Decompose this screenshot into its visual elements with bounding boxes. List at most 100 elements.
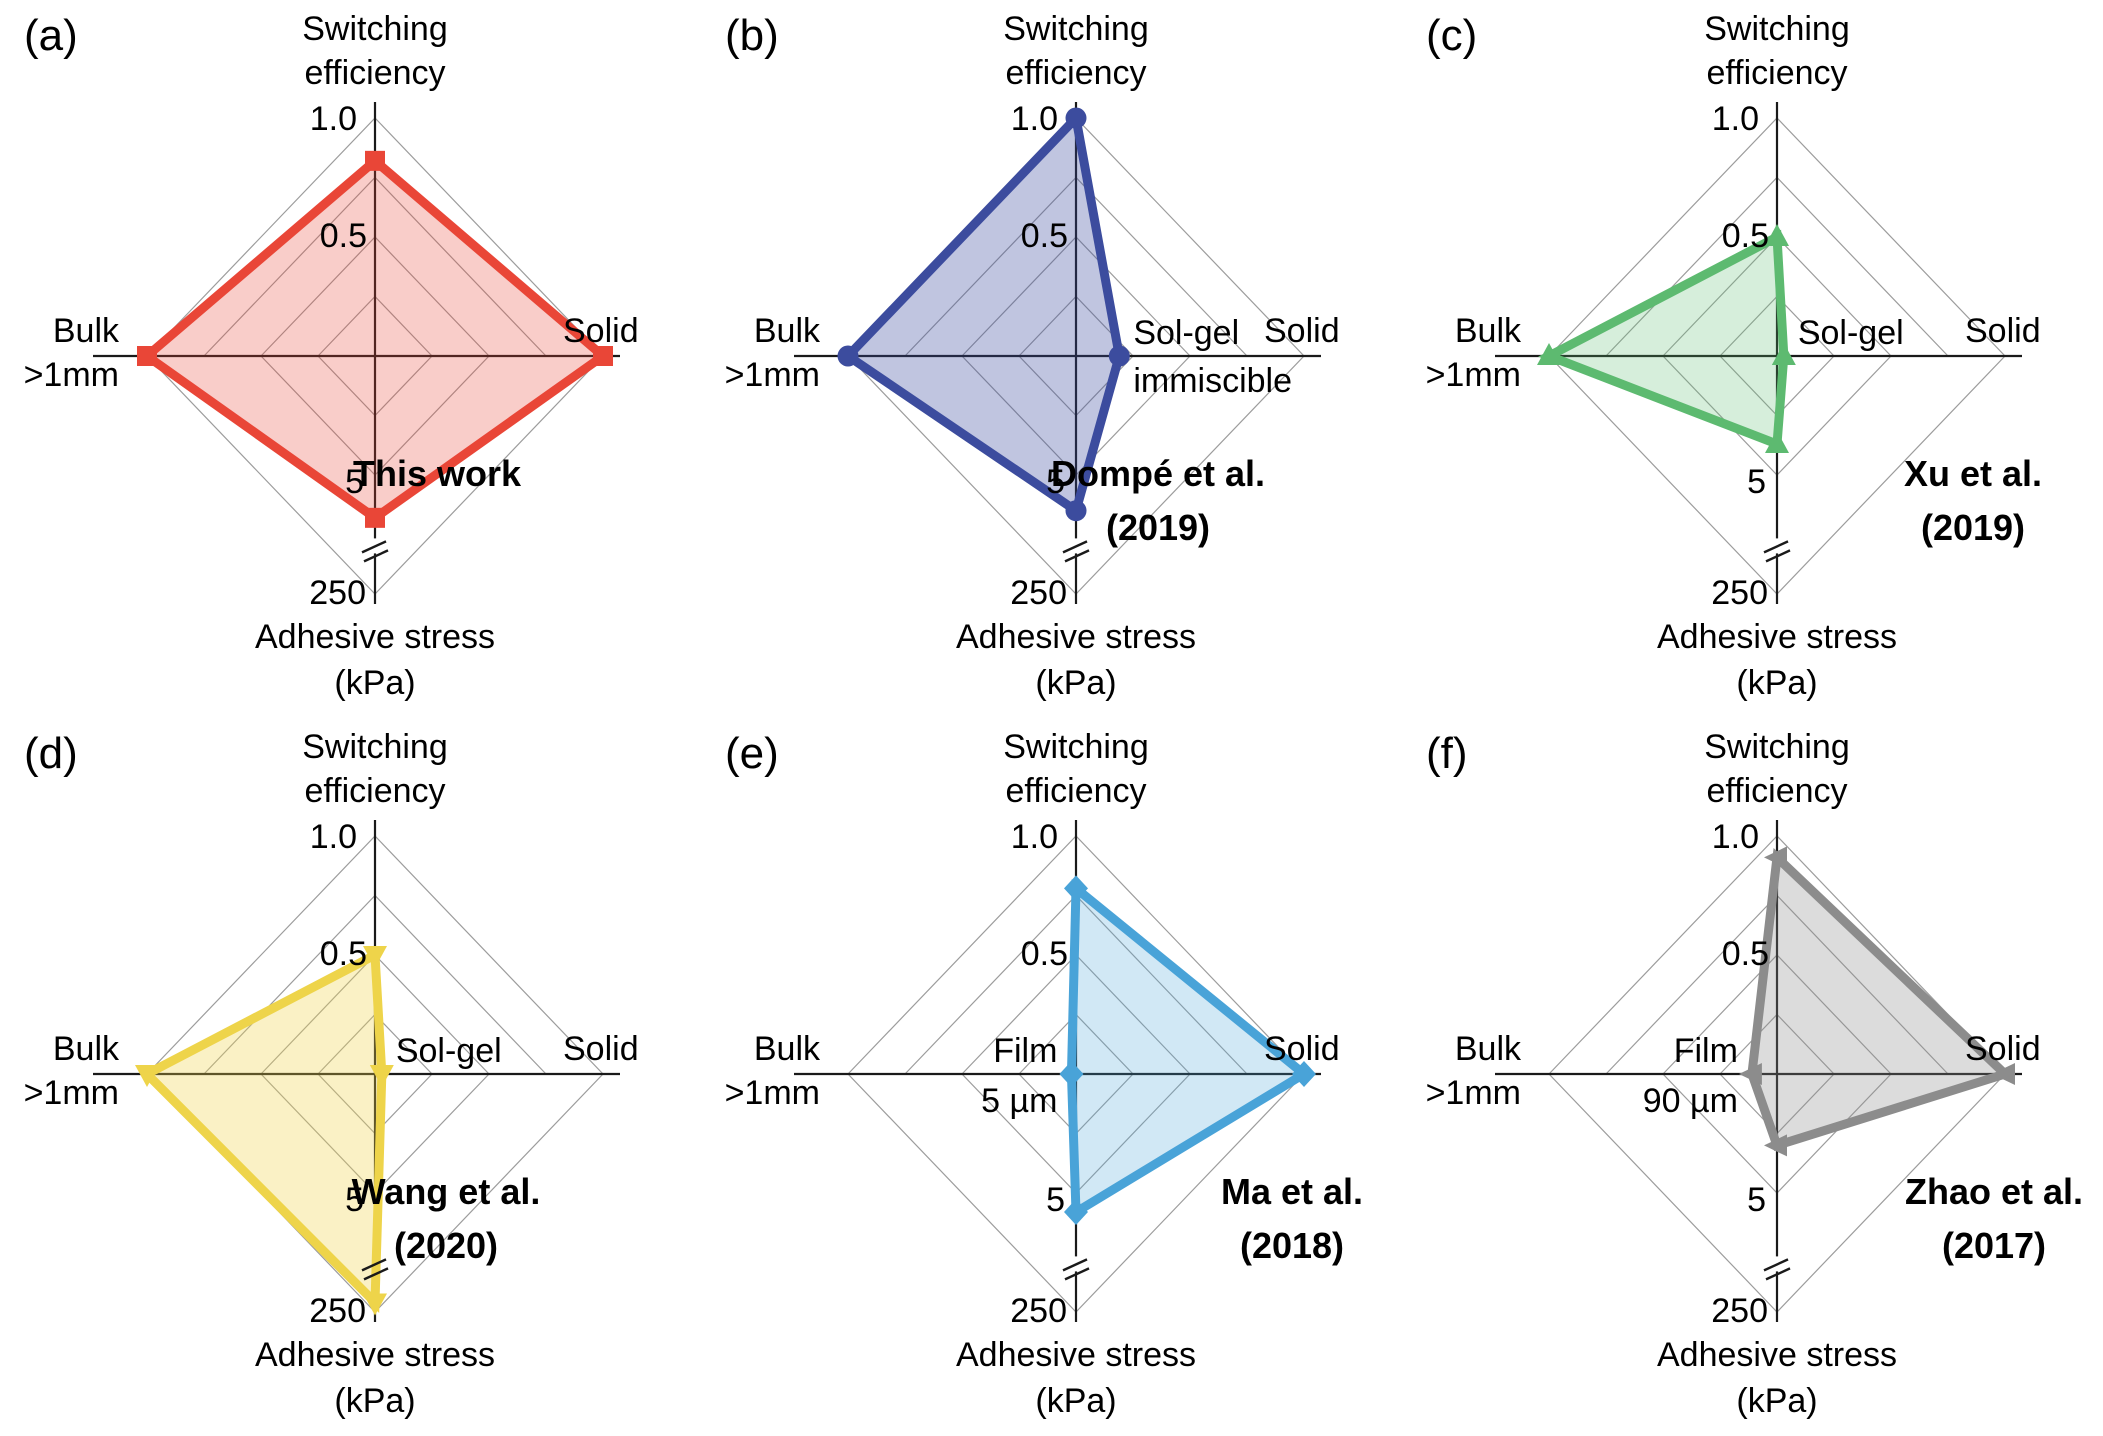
left-axis-label-line2: >1mm — [1426, 356, 1521, 394]
series-title-line2: (2017) — [1942, 1225, 2046, 1266]
radar-chart-(b): (b) Switching efficiency 1.0 0.5 5 250 Bulk >1mm… — [725, 10, 1340, 702]
left-mid-label-line2: 5 µm — [981, 1082, 1057, 1120]
radar-chart-(c): (c) Switching efficiency 1.0 0.5 5 250 Bulk >1mm… — [1426, 10, 2042, 702]
series-title-line1: Dompé et al. — [1051, 453, 1265, 494]
left-axis-label-line1: Bulk — [754, 1030, 821, 1068]
axis-break-slash — [1765, 549, 1791, 563]
top-axis-label-line1: Switching — [302, 728, 448, 766]
left-axis-label-line1: Bulk — [754, 312, 821, 350]
top-tick-mid: 0.5 — [320, 217, 367, 255]
bottom-axis-label-line2: (kPa) — [334, 664, 415, 702]
left-axis-label-line1: Bulk — [1455, 312, 1522, 350]
radar-panel-e: (e) Switching efficiency 1.0 0.5 5 250 Bulk >1mm… — [701, 718, 1402, 1436]
top-tick-mid: 0.5 — [1722, 935, 1769, 973]
right-mid-label-line1: Sol-gel — [396, 1032, 502, 1070]
top-axis-label-line1: Switching — [1704, 10, 1850, 48]
axis-break-slash — [1062, 540, 1088, 554]
bottom-tick-mid: 5 — [1046, 463, 1065, 501]
series-title-line2: (2018) — [1240, 1225, 1344, 1266]
axis-break-slash — [363, 1267, 389, 1281]
left-axis-label-line1: Bulk — [53, 312, 120, 350]
bottom-axis-label-line2: (kPa) — [334, 1382, 415, 1420]
bottom-tick-max: 250 — [1711, 1292, 1768, 1330]
top-axis-label-line1: Switching — [1003, 10, 1149, 48]
top-tick-mid: 0.5 — [1021, 217, 1068, 255]
axis-break-slash — [361, 1258, 387, 1272]
panel-letter: (a) — [24, 11, 78, 60]
square-marker — [593, 346, 613, 366]
axis-break-slash — [363, 549, 389, 563]
triangle-left-marker — [1992, 1063, 2015, 1085]
top-axis-label-line2: efficiency — [1706, 772, 1847, 810]
top-tick-mid: 0.5 — [320, 935, 367, 973]
bottom-axis-label-line1: Adhesive stress — [255, 618, 495, 656]
diamond-marker — [1059, 1061, 1084, 1087]
bottom-axis-label-line1: Adhesive stress — [956, 1336, 1196, 1374]
panel-letter: (e) — [725, 729, 779, 778]
triangle-down-marker — [363, 1293, 387, 1316]
bottom-axis-label-line2: (kPa) — [1736, 664, 1817, 702]
top-tick-mid: 0.5 — [1021, 935, 1068, 973]
bottom-tick-max: 250 — [309, 1292, 366, 1330]
right-mid-label-line1: Sol-gel — [1133, 314, 1239, 352]
bottom-axis-label-line1: Adhesive stress — [1657, 1336, 1897, 1374]
triangle-up-marker — [1537, 343, 1561, 365]
series-title-line2: (2019) — [1106, 507, 1210, 548]
circle-marker — [1065, 500, 1087, 522]
diamond-marker — [1064, 875, 1088, 902]
panel-letter: (f) — [1426, 729, 1468, 778]
top-tick-mid: 0.5 — [1722, 217, 1769, 255]
left-axis-label-line2: >1mm — [725, 1074, 820, 1112]
triangle-down-marker — [135, 1065, 159, 1087]
top-axis-label-line2: efficiency — [304, 772, 445, 810]
radar-panel-d: (d) Switching efficiency 1.0 0.5 5 250 Bulk >1mm… — [0, 718, 701, 1436]
right-axis-label: Solid — [563, 1030, 639, 1068]
triangle-left-marker — [1764, 1134, 1787, 1157]
bottom-tick-max: 250 — [1711, 574, 1768, 612]
square-marker — [365, 507, 385, 528]
right-axis-label: Solid — [1965, 312, 2041, 350]
data-polygon — [841, 108, 1124, 518]
right-axis-label: Solid — [563, 312, 639, 350]
diamond-marker — [1064, 1199, 1088, 1226]
bottom-tick-max: 250 — [1010, 1292, 1067, 1330]
top-axis-label-line2: efficiency — [304, 54, 445, 92]
series-title-line2: (2019) — [1921, 507, 2025, 548]
bottom-tick-mid: 5 — [1747, 463, 1766, 501]
circle-marker — [1065, 107, 1087, 129]
triangle-down-marker — [369, 1065, 394, 1087]
left-axis-label-line2: >1mm — [24, 356, 119, 394]
top-axis-label-line2: efficiency — [1706, 54, 1847, 92]
bottom-tick-max: 250 — [1010, 574, 1067, 612]
left-mid-label-line1: Film — [993, 1032, 1057, 1070]
panel-letter: (d) — [24, 729, 78, 778]
series-title-line1: Zhao et al. — [1905, 1171, 2083, 1212]
triangle-up-marker — [1765, 224, 1789, 246]
top-tick-max: 1.0 — [310, 100, 357, 138]
axis-break-slash — [1064, 549, 1090, 563]
data-polygon — [1538, 229, 1789, 451]
bottom-tick-mid: 5 — [1046, 1181, 1065, 1219]
data-polygon — [139, 947, 387, 1314]
radar-chart-(d): (d) Switching efficiency 1.0 0.5 5 250 Bulk >1mm… — [24, 728, 639, 1420]
panel-letter: (b) — [725, 11, 779, 60]
left-axis-label-line1: Bulk — [53, 1030, 120, 1068]
series-title-line1: Ma et al. — [1221, 1171, 1363, 1212]
axis-break-slash — [1062, 1258, 1088, 1272]
bottom-axis-label-line1: Adhesive stress — [1657, 618, 1897, 656]
radar-panel-f: (f) Switching efficiency 1.0 0.5 5 250 Bulk >1mm… — [1402, 718, 2103, 1436]
right-axis-label: Solid — [1965, 1030, 2041, 1068]
left-mid-label-line1: Film — [1674, 1032, 1738, 1070]
left-axis-label-line1: Bulk — [1455, 1030, 1522, 1068]
data-polygon — [1747, 847, 2014, 1151]
bottom-axis-label-line1: Adhesive stress — [255, 1336, 495, 1374]
top-tick-max: 1.0 — [1712, 818, 1759, 856]
series-title-line1: Wang et al. — [352, 1171, 541, 1212]
bottom-tick-mid: 5 — [345, 1181, 364, 1219]
top-axis-label-line1: Switching — [1704, 728, 1850, 766]
right-mid-label-line1: Sol-gel — [1798, 314, 1904, 352]
bottom-axis-label-line2: (kPa) — [1035, 1382, 1116, 1420]
panel-letter: (c) — [1426, 11, 1477, 60]
triangle-up-marker — [1765, 431, 1789, 454]
